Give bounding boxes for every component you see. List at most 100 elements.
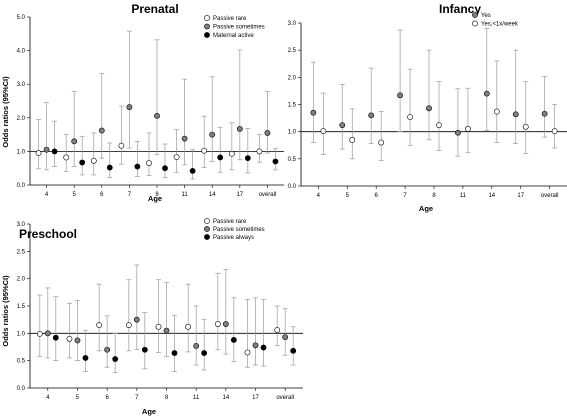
legend-marker (204, 234, 210, 240)
x-axis-label: Age (148, 194, 162, 203)
x-tick-label: 5 (76, 395, 80, 401)
data-point-passive-sometimes (236, 125, 243, 132)
data-point-yes-1x-week (551, 128, 558, 135)
data-point-yes-1x-week (407, 114, 413, 120)
x-tick-label: 17 (517, 193, 524, 199)
legend-label: Passive sometimes (213, 227, 265, 233)
prenatal-chart: Prenatal Odds ratios (95%CI) Age 0.0 1.0 2… (1, 2, 284, 203)
data-point-yes-1x-week (349, 136, 356, 143)
y-tick-label: 0.5 (17, 359, 26, 365)
legend-label: Passive always (213, 235, 254, 241)
data-point-passive-sometimes (209, 131, 216, 138)
y-tick-label: 3.0 (17, 82, 26, 88)
x-tick-label: 11 (460, 193, 467, 199)
x-tick-label: 14 (488, 193, 495, 199)
data-point-passive-sometimes (181, 135, 188, 142)
data-point-passive-rare (201, 147, 208, 154)
data-point-passive-sometimes (126, 104, 133, 110)
data-point-passive-rare (146, 160, 152, 167)
preschool-chart: Preschool Odds ratios (95%CI) Age 0.0 0.5… (1, 218, 303, 416)
data-point-passive-sometimes (71, 138, 78, 145)
chart-title: Preschool (19, 227, 77, 241)
x-tick-label: overall (259, 192, 277, 198)
legend-marker (204, 32, 210, 38)
x-tick-label: 5 (346, 193, 350, 199)
y-tick-label: 1.5 (288, 103, 297, 109)
data-point-passive-rare (155, 323, 162, 330)
data-point-passive-rare (35, 150, 42, 156)
chart-title: Infancy (439, 2, 481, 16)
data-point-passive-rare (274, 327, 281, 333)
data-point-yes-1x-week (465, 126, 471, 132)
data-point-maternal-active (244, 155, 251, 162)
y-tick-label: 0.0 (17, 183, 26, 189)
y-tick-label: 2.0 (288, 75, 297, 81)
y-tick-label: 2.5 (17, 249, 26, 255)
x-tick-label: 7 (403, 193, 407, 199)
y-tick-label: 0.0 (17, 386, 26, 392)
plot-area: 0.0 0.5 1.0 1.5 2.0 2.5 3.0 4 5 6 7 8 11 14 17 overall P… (17, 218, 303, 401)
x-tick-label: 17 (252, 395, 259, 401)
data-point-yes (339, 122, 346, 129)
data-point-passive-rare (173, 154, 180, 161)
x-tick-label: 4 (46, 395, 50, 401)
y-axis-label: Odds ratios (95%CI) (1, 76, 10, 148)
data-point-passive-sometimes (98, 127, 105, 134)
data-point-passive-rare (125, 322, 132, 329)
data-point-passive-rare (256, 148, 263, 155)
y-tick-label: 0.0 (288, 184, 297, 190)
data-point-passive-rare (63, 154, 70, 161)
x-tick-label: 14 (223, 395, 230, 401)
x-tick-label: 4 (45, 192, 49, 198)
data-point-yes (512, 111, 519, 118)
data-point-passive-sometimes (74, 337, 81, 344)
data-point-passive-rare (214, 321, 221, 327)
data-point-maternal-active (217, 154, 224, 161)
x-tick-label: 6 (105, 395, 109, 401)
y-tick-label: 2.5 (288, 48, 297, 54)
data-point-passive-sometimes (193, 343, 200, 349)
data-point-yes (455, 129, 461, 136)
data-point-passive-sometimes (163, 327, 170, 334)
x-tick-label: 6 (375, 193, 379, 199)
x-tick-label: 7 (128, 192, 132, 198)
data-point-passive-rare (228, 150, 235, 157)
data-point-passive-rare (244, 349, 251, 356)
x-tick-label: 17 (236, 192, 243, 198)
y-tick-label: 1.0 (17, 331, 26, 337)
data-point-yes (368, 112, 375, 119)
legend-label: Passive rare (213, 16, 247, 22)
y-tick-label: 3.0 (288, 21, 297, 27)
data-point-maternal-active (51, 148, 58, 155)
legend-label: Yes (481, 13, 491, 19)
x-axis-label: Age (419, 204, 433, 213)
y-axis-label: Odds ratios (95%CI) (1, 275, 10, 347)
x-tick-label: 14 (209, 192, 216, 198)
data-point-maternal-active (79, 159, 86, 166)
legend-label: Maternal active (213, 33, 254, 39)
data-point-passive-rare (185, 323, 192, 330)
data-point-maternal-active (189, 167, 196, 174)
chart-title: Prenatal (131, 2, 178, 16)
data-point-passive-rare (36, 330, 43, 337)
legend-marker (204, 15, 210, 21)
data-point-maternal-active (134, 163, 141, 170)
data-point-passive-sometimes (154, 112, 160, 119)
data-point-passive-always (171, 350, 178, 356)
data-point-passive-always (82, 355, 89, 361)
data-point-yes (541, 110, 548, 117)
data-point-passive-rare (118, 142, 125, 149)
x-tick-label: overall (276, 395, 294, 401)
legend-marker (204, 23, 210, 30)
data-point-yes (310, 109, 317, 116)
plot-area: 0.0 0.5 1.0 1.5 2.0 2.5 3.0 4 5 6 7 8 11 14 17 overall Y… (288, 12, 567, 199)
legend-label: Passive sometimes (213, 25, 265, 31)
x-axis-label: Age (142, 407, 156, 416)
x-tick-label: 4 (317, 193, 321, 199)
y-tick-label: 0.5 (288, 157, 297, 163)
legend-label: Yes,<1x/week (481, 22, 519, 28)
legend-marker (204, 218, 210, 224)
data-point-passive-sometimes (282, 334, 289, 341)
data-point-yes (397, 92, 403, 99)
data-point-passive-always (52, 334, 59, 341)
